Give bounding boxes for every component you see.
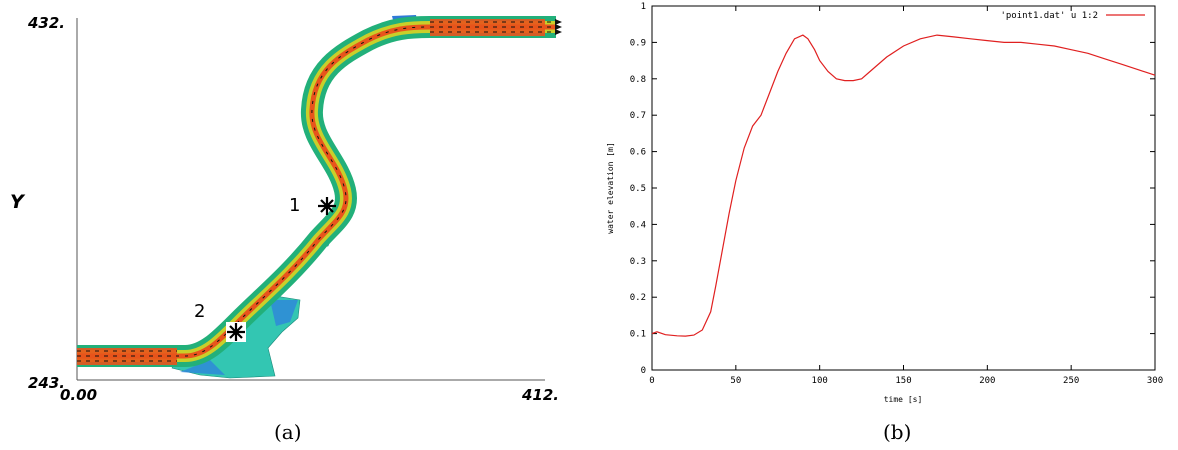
- b-y-tick-label: 1: [641, 2, 646, 12]
- b-x-tick-label: 50: [730, 376, 741, 386]
- b-y-tick-label: 0.7: [630, 111, 646, 121]
- a-caption: (a): [274, 420, 302, 444]
- a-point-2-label: 2: [194, 301, 205, 322]
- b-x-tick-label: 250: [1063, 376, 1079, 386]
- a-y-axis-label: Y: [10, 191, 26, 213]
- b-caption: (b): [883, 420, 911, 444]
- b-x-axis-title: time [s]: [884, 395, 923, 404]
- a-outlet-arrowheads: [555, 19, 562, 35]
- a-x-left-label: 0.00: [60, 386, 97, 404]
- a-x-right-label: 412.: [521, 386, 559, 404]
- a-inlet-arrows: [77, 350, 177, 362]
- panel-b: 0 0.1 0.2 0.3 0.4 0.5 0.6 0.7 0.8 0.9 1 0 50 100 150 2…: [606, 2, 1163, 444]
- b-y-tick-label: 0.4: [630, 220, 646, 230]
- a-y-bottom-label: 243.: [28, 374, 65, 392]
- a-flood-zone-lower-blue: [180, 300, 298, 375]
- b-y-tick-label: 0.9: [630, 38, 646, 48]
- a-outlet-arrows: [430, 21, 555, 33]
- b-x-ticks: 0 50 100 150 200 250 300: [649, 6, 1163, 386]
- a-y-top-label: 432.: [27, 14, 65, 32]
- b-y-tick-label: 0.6: [630, 148, 646, 158]
- panel-a: 432. 243. Y 0.00 412. 1 2 (a): [10, 14, 562, 444]
- a-point-1-label: 1: [289, 195, 300, 216]
- b-y-tick-label: 0.2: [630, 293, 646, 303]
- a-river-core: [77, 24, 556, 359]
- b-y-ticks: 0 0.1 0.2 0.3 0.4 0.5 0.6 0.7 0.8 0.9 1: [630, 2, 1155, 376]
- b-y-tick-label: 0.3: [630, 257, 646, 267]
- b-y-tick-label: 0.1: [630, 330, 646, 340]
- b-x-tick-label: 200: [979, 376, 995, 386]
- b-x-tick-label: 150: [895, 376, 911, 386]
- b-x-tick-label: 300: [1147, 376, 1163, 386]
- b-legend: 'point1.dat' u 1:2: [1000, 11, 1145, 21]
- b-x-tick-label: 100: [812, 376, 828, 386]
- b-y-axis-title: water elevation [m]: [606, 142, 615, 234]
- b-y-tick-label: 0.8: [630, 75, 646, 85]
- b-x-tick-label: 0: [649, 376, 654, 386]
- a-point-2-marker: [227, 323, 245, 341]
- b-plot-frame: [651, 5, 1156, 371]
- b-legend-label: 'point1.dat' u 1:2: [1000, 11, 1098, 21]
- b-series-line: [651, 34, 1156, 337]
- b-y-tick-label: 0.5: [630, 184, 646, 194]
- b-y-tick-label: 0: [641, 366, 646, 376]
- a-river-mid: [77, 21, 556, 362]
- a-point-1-marker: [318, 197, 336, 215]
